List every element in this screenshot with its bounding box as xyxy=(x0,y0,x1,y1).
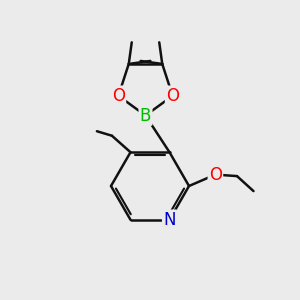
Text: B: B xyxy=(140,106,151,124)
Text: O: O xyxy=(209,166,222,184)
Text: N: N xyxy=(163,211,176,229)
Text: O: O xyxy=(166,87,179,105)
Text: O: O xyxy=(112,87,125,105)
